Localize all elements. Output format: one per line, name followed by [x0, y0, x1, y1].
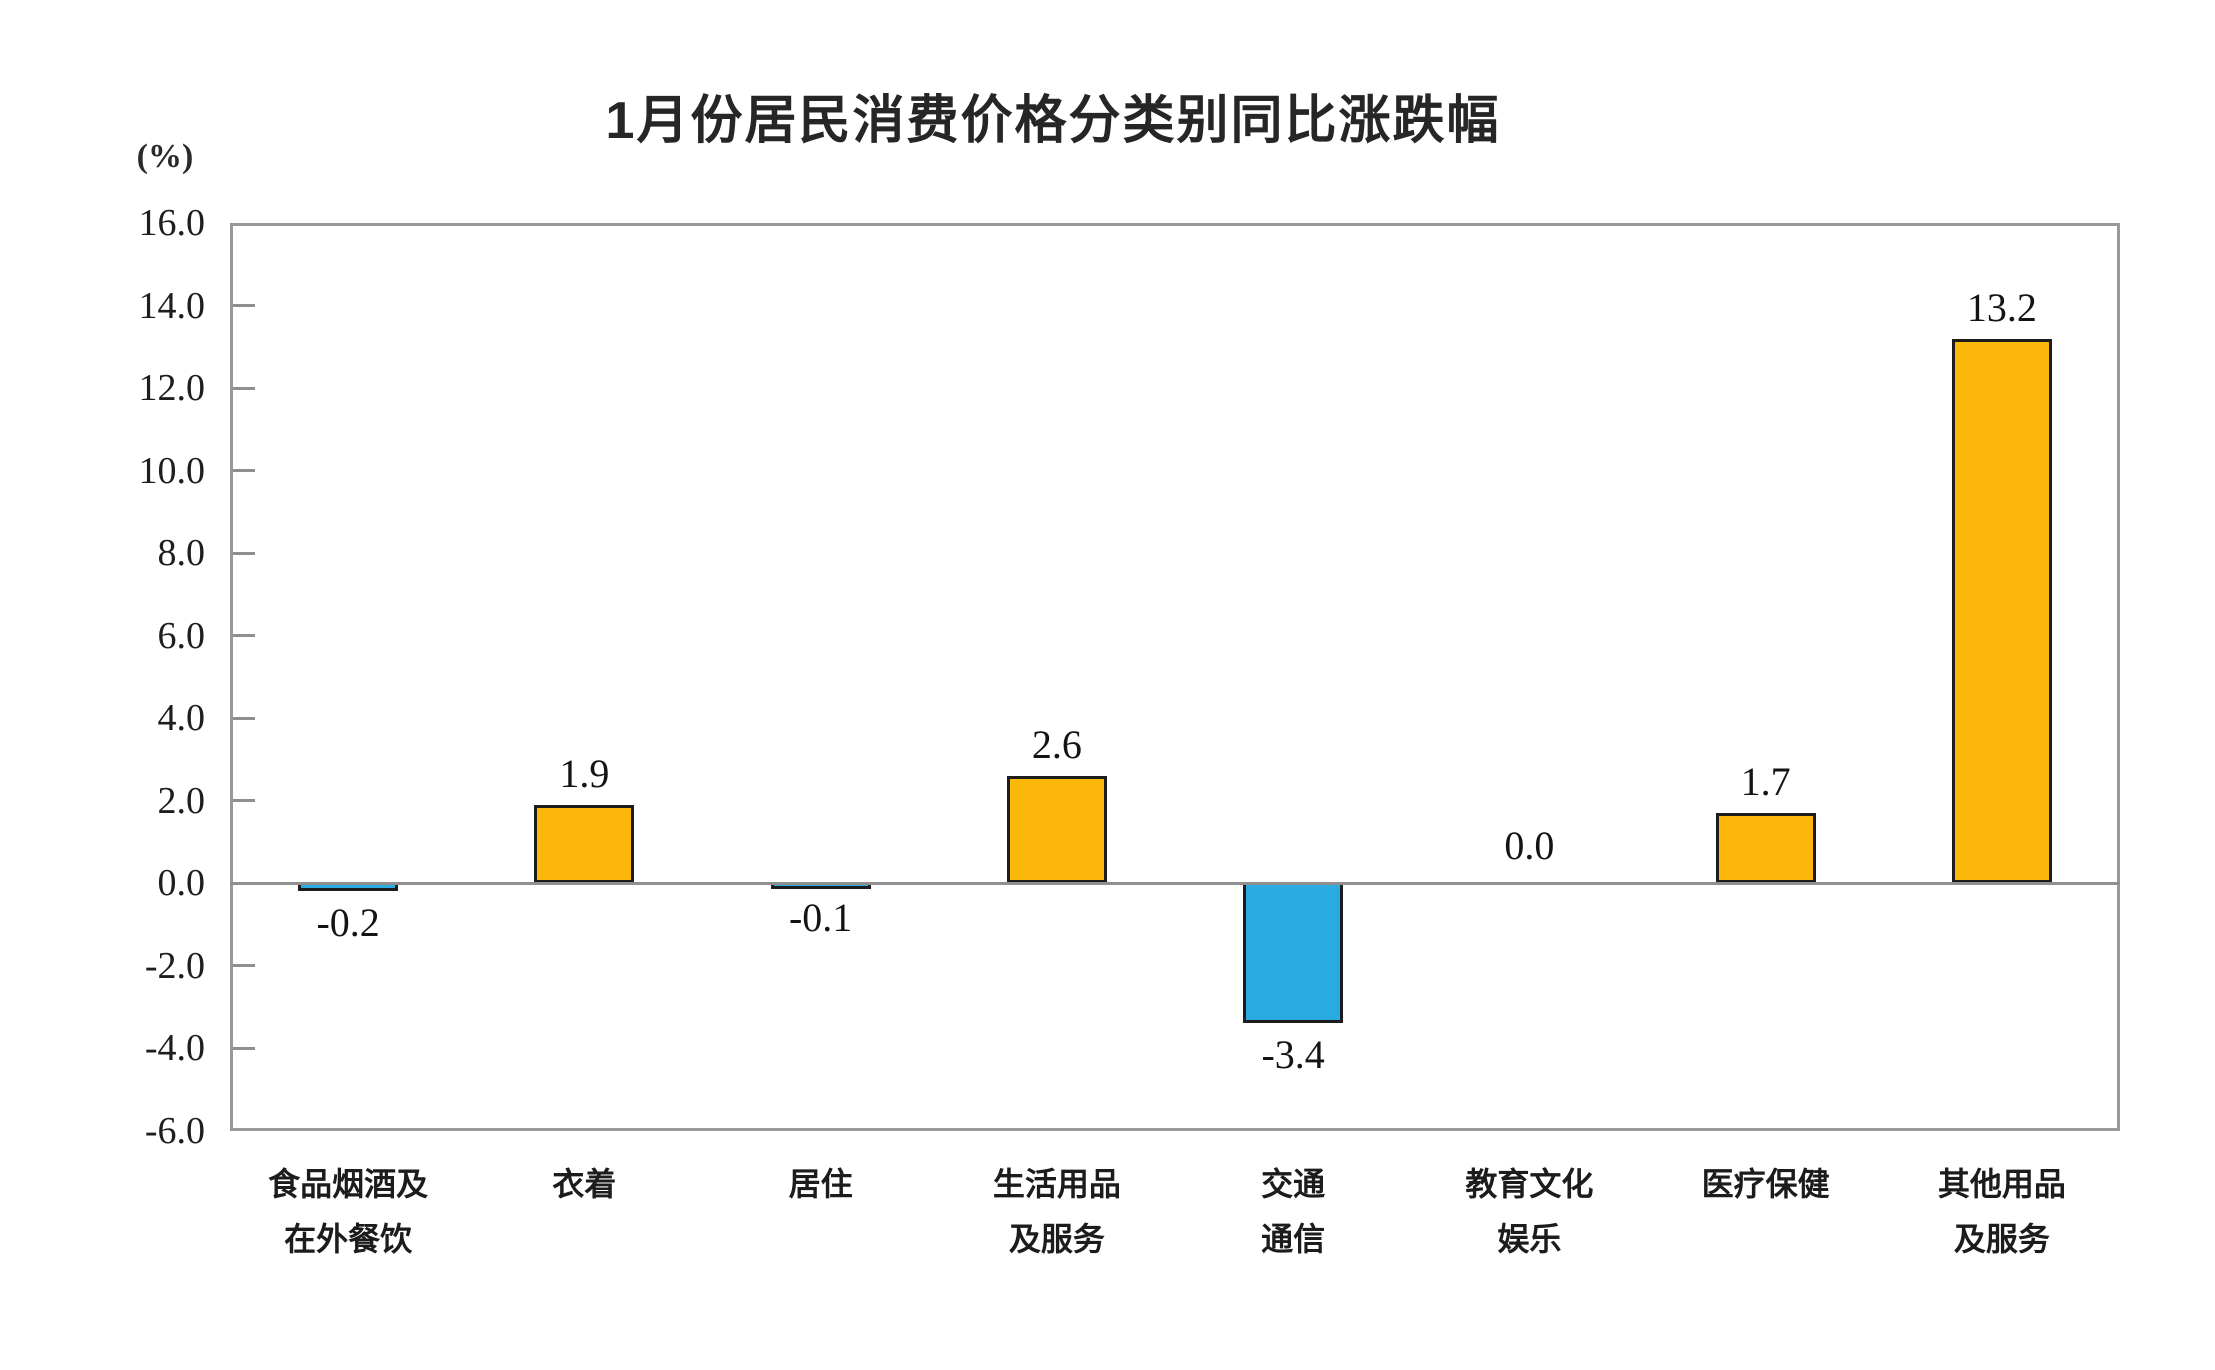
x-axis-category-label: 居住 [788, 1166, 853, 1202]
x-axis-category-label: 其他用品 及服务 [1937, 1166, 2066, 1257]
x-axis-category-label: 医疗保健 [1701, 1166, 1830, 1202]
zero-axis-line [230, 881, 2120, 885]
chart-bar [1715, 813, 1816, 884]
y-tick-mark [233, 964, 255, 968]
y-tick-mark [233, 1046, 255, 1050]
bar-value-label: -3.4 [1261, 1031, 1325, 1077]
y-tick-label: -6.0 [144, 1110, 205, 1152]
y-tick-label: 8.0 [157, 532, 206, 575]
chart-title: 1月份居民消费价格分类别同比涨跌幅 [605, 92, 1501, 150]
y-tick-label: 12.0 [138, 367, 206, 410]
y-tick-mark [233, 304, 255, 308]
bar-value-label: 13.2 [1966, 284, 2037, 330]
y-tick-mark [233, 634, 255, 638]
bar-value-label: -0.2 [316, 899, 380, 945]
bar-value-label: 0.0 [1504, 823, 1555, 869]
x-axis-category-label: 食品烟酒及 在外餐饮 [268, 1166, 429, 1257]
y-tick-mark [233, 386, 255, 390]
x-axis-category-label: 教育文化 娱乐 [1465, 1166, 1594, 1257]
y-tick-label: 0.0 [157, 862, 206, 905]
chart-bar [1243, 882, 1344, 1023]
x-axis-category-label: 交通 通信 [1261, 1166, 1326, 1257]
x-axis-category-label: 生活用品 及服务 [992, 1166, 1121, 1257]
chart-bar [534, 804, 635, 884]
y-tick-label: -2.0 [144, 944, 205, 987]
chart-bar [1006, 776, 1107, 884]
y-tick-label: -4.0 [144, 1027, 205, 1070]
plot-area [230, 223, 2120, 1131]
y-tick-label: 6.0 [157, 614, 206, 657]
y-tick-label: 14.0 [138, 284, 206, 327]
y-tick-mark [233, 799, 255, 803]
bar-value-label: 1.9 [559, 750, 610, 796]
y-tick-label: 2.0 [157, 779, 206, 822]
x-axis-category-label: 衣着 [552, 1166, 617, 1202]
y-tick-mark [233, 469, 255, 473]
bar-value-label: 1.7 [1740, 759, 1791, 805]
y-tick-mark [233, 551, 255, 555]
y-tick-label: 16.0 [138, 202, 206, 244]
y-tick-mark [233, 716, 255, 720]
chart-bar [1951, 338, 2052, 884]
bar-value-label: 2.6 [1031, 722, 1082, 768]
y-tick-label: 10.0 [138, 449, 206, 492]
y-axis-unit-label: (%) [136, 138, 194, 175]
y-tick-label: 4.0 [157, 697, 206, 740]
bar-value-label: -0.1 [788, 895, 853, 941]
